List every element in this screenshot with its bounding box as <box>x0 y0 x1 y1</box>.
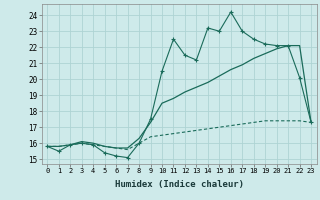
X-axis label: Humidex (Indice chaleur): Humidex (Indice chaleur) <box>115 180 244 189</box>
